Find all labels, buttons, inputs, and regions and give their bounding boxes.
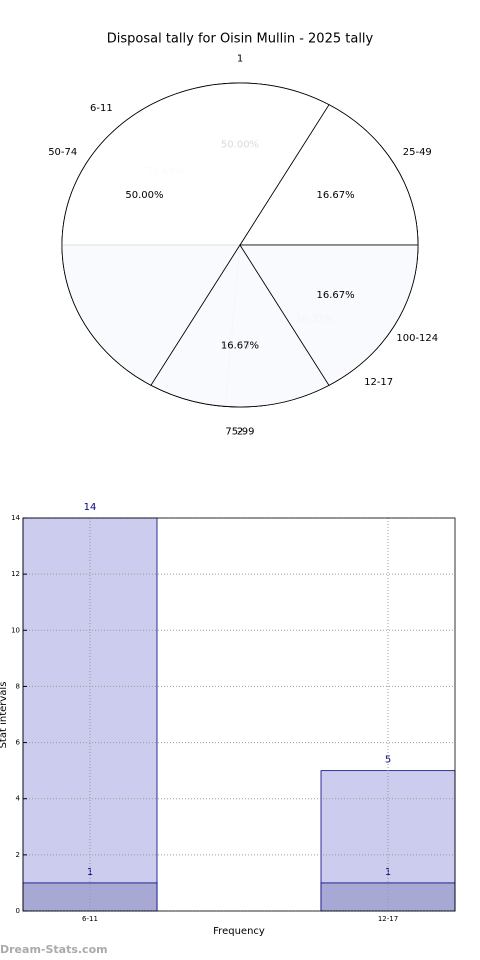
percent-label: 16.67% — [317, 290, 355, 301]
x-axis-label: Frequency — [213, 926, 265, 937]
plot-frame — [22, 517, 456, 912]
y-tick-label: 0 — [16, 907, 20, 915]
bar-value-label: 5 — [385, 755, 391, 766]
pie-slice — [239, 104, 419, 246]
bar-value-label: 14 — [84, 502, 97, 513]
percent-label: 50.00% — [125, 190, 163, 201]
slice-label: 12-17 — [364, 377, 393, 388]
y-tick-label: 8 — [16, 682, 20, 690]
slice-label: 100-124 — [396, 333, 438, 344]
percent-label: 16.67% — [317, 190, 355, 201]
x-tick-label: 6-11 — [82, 915, 98, 923]
slice-label: 6-11 — [90, 103, 113, 114]
slice-label: 1 — [237, 54, 243, 65]
pie-slice — [150, 244, 330, 408]
pie-slice — [239, 244, 419, 386]
y-tick-label: 6 — [16, 739, 21, 747]
slice-label: 75-99 — [225, 426, 254, 437]
slice-label: 25-49 — [403, 147, 432, 158]
pie-slice — [61, 82, 330, 386]
bar — [22, 517, 158, 912]
x-tick-label: 12-17 — [378, 915, 398, 923]
y-tick-label: 2 — [16, 851, 20, 859]
y-tick-label: 12 — [11, 570, 20, 578]
slice-label: 2 — [237, 426, 243, 437]
y-axis-label: Stat intervals — [0, 682, 9, 749]
y-tick-label: 10 — [11, 626, 20, 634]
slice-label: 50-74 — [48, 147, 77, 158]
chart-title: Disposal tally for Oisin Mullin - 2025 t… — [107, 32, 374, 47]
percent-label: 16.67% — [221, 340, 259, 351]
y-tick-label: 14 — [11, 514, 20, 522]
watermark: Dream-Stats.com — [0, 943, 108, 956]
y-tick-label: 4 — [16, 795, 21, 803]
